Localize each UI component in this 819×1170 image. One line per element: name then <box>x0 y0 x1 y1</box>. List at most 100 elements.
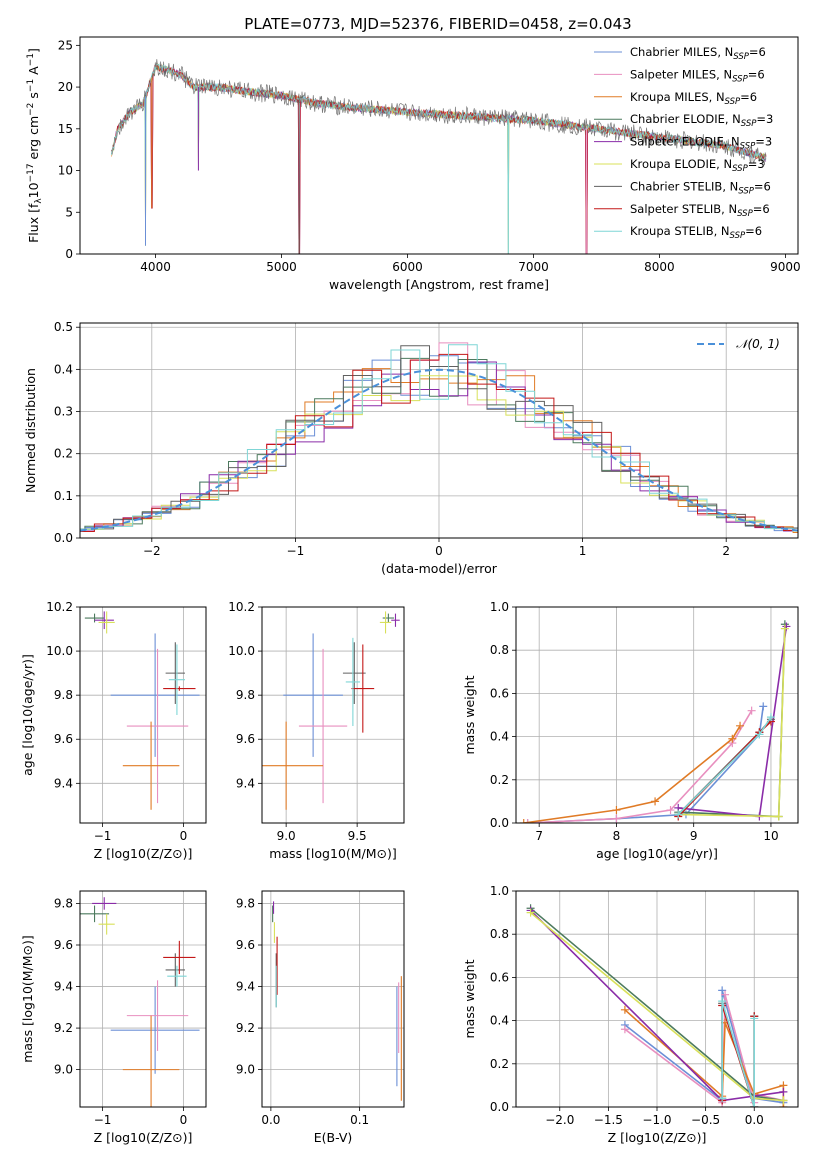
y-tick-label: 9.8 <box>54 688 73 702</box>
x-tick-label: 2 <box>722 544 730 558</box>
series-line-kroupa-stelib <box>721 1000 755 1107</box>
x-tick-label: 0.1 <box>350 1113 369 1127</box>
y-axis-label-part: −17 <box>26 163 36 182</box>
x-tick-label: −1.0 <box>642 1113 671 1127</box>
y-tick-label: 25 <box>58 38 73 52</box>
axes-frame <box>261 606 405 824</box>
y-tick-label: 5 <box>65 205 73 219</box>
y-tick-label: 9.6 <box>54 938 73 952</box>
legend-library: Salpeter MILES, N <box>630 67 732 81</box>
figure-title: PLATE=0773, MJD=52376, FIBERID=0458, z=0… <box>244 15 631 33</box>
y-tick-label: 0.2 <box>54 447 73 461</box>
x-tick-label: 1 <box>579 544 587 558</box>
y-axis-label-part: −1 <box>26 53 36 66</box>
data-point <box>779 1087 788 1096</box>
plot-area <box>272 901 402 1101</box>
y-axis-label: mass weight <box>462 959 477 1038</box>
legend-library: Kroupa STELIB, N <box>630 224 730 238</box>
y-tick-label: 0.1 <box>54 489 73 503</box>
data-point <box>718 1094 727 1103</box>
legend-entry: 𝒩(0, 1) <box>736 337 780 351</box>
model-spectrum-kroupa-stelib <box>111 62 767 254</box>
data-point <box>612 814 621 823</box>
x-tick-label: 10 <box>763 829 778 843</box>
x-tick-label: 9000 <box>770 260 801 274</box>
plot-area <box>526 904 788 1107</box>
legend-sub: SSP <box>740 142 756 152</box>
x-axis-label: age [log10(age/yr)] <box>596 846 718 861</box>
y-tick-label: 15 <box>58 122 73 136</box>
x-tick-label: 0 <box>180 829 188 843</box>
legend-sub: SSP <box>733 52 749 62</box>
spectrum-panel: 4000 5000 6000 7000 8000 9000 0 5 10 15 20 25 wavele… <box>26 36 801 292</box>
data-point <box>666 806 675 815</box>
legend-sub: SSP <box>732 74 748 84</box>
y-axis-label-part: −1 <box>26 79 36 92</box>
data-point <box>721 990 730 999</box>
y-tick-label: 0.3 <box>54 405 73 419</box>
y-tick-label: 9.0 <box>236 1063 255 1077</box>
legend-nssp: =3 <box>748 157 765 171</box>
x-axis-label: E(B-V) <box>314 1130 353 1145</box>
y-axis-label: age [log10(age/yr)] <box>20 654 35 776</box>
legend-nssp: =3 <box>755 135 772 149</box>
legend-entry: Chabrier MILES, NSSP=6 <box>630 45 766 62</box>
x-axis-label: Z [log10(Z/Z⊙)] <box>94 846 193 861</box>
x-tick-label: 0 <box>435 544 443 558</box>
y-tick-label: 0.4 <box>490 730 509 744</box>
y-axis-label-part: erg cm <box>26 116 41 164</box>
y-tick-label: 9.2 <box>54 1021 73 1035</box>
y-axis-label: Flux [fλ10−17 erg cm−2 s−1 A−1] <box>26 48 44 243</box>
y-tick-label: 0.0 <box>490 1100 509 1114</box>
y-tick-label: 0.5 <box>54 320 73 334</box>
mass-vs-metallicity-panel: −1 0 9.0 9.2 9.4 9.6 9.8 Z [log10(Z/Z⊙)] mass [l… <box>20 890 207 1145</box>
legend-sub: SSP <box>738 186 754 196</box>
data-point <box>780 624 789 633</box>
x-tick-label: 0 <box>180 1113 188 1127</box>
series-line-salpeter-miles <box>527 710 753 823</box>
legend-entry: Kroupa STELIB, NSSP=6 <box>630 224 762 241</box>
legend-entry: Chabrier STELIB, NSSP=6 <box>630 179 771 196</box>
y-tick-label: 10.2 <box>228 600 255 614</box>
data-point <box>523 819 532 823</box>
plot-area <box>262 611 400 810</box>
y-tick-label: 0.6 <box>490 970 509 984</box>
axes-frame <box>261 890 405 1108</box>
data-point <box>519 819 528 823</box>
plot-area <box>519 620 791 823</box>
axes-frame <box>515 606 799 824</box>
data-point <box>526 908 535 917</box>
y-tick-label: 0.8 <box>490 927 509 941</box>
legend-sub: SSP <box>725 97 741 107</box>
y-tick-label: 0.2 <box>490 1057 509 1071</box>
legend-entry: Salpeter STELIB, NSSP=6 <box>630 202 770 219</box>
massweight-vs-metallicity-panel: −2.0 −1.5 −1.0 −0.5 0.0 0.0 0.2 0.4 0.6 0.8 1.0 Z [… <box>462 884 799 1145</box>
legend-entry: Kroupa MILES, NSSP=6 <box>630 90 757 107</box>
legend-nssp: =6 <box>740 90 757 104</box>
x-tick-label: 4000 <box>140 260 171 274</box>
y-tick-label: 0.6 <box>490 686 509 700</box>
y-axis-label-part: 10 <box>26 182 41 198</box>
y-tick-label: 1.0 <box>490 884 509 898</box>
legend-nssp: =6 <box>753 202 770 216</box>
y-tick-label: 20 <box>58 80 73 94</box>
y-tick-label: 9.8 <box>54 896 73 910</box>
histogram-salpeter-elodie <box>80 361 798 532</box>
x-tick-label: −0.5 <box>691 1113 720 1127</box>
y-tick-label: 9.4 <box>236 776 255 790</box>
x-axis-label: Z [log10(Z/Z⊙)] <box>608 1130 707 1145</box>
data-point <box>728 734 737 743</box>
y-tick-label: 0.2 <box>490 773 509 787</box>
y-axis-label: mass weight <box>462 675 477 754</box>
x-axis-label: Z [log10(Z/Z⊙)] <box>94 1130 193 1145</box>
axes-frame <box>515 890 799 1108</box>
y-axis-label: mass [log10(M/M⊙)] <box>20 935 35 1063</box>
histogram-chabrier-miles <box>80 355 798 532</box>
y-tick-label: 9.4 <box>54 776 73 790</box>
y-tick-label: 9.6 <box>236 732 255 746</box>
legend-library: Chabrier MILES, N <box>630 45 733 59</box>
y-tick-label: 0.0 <box>54 531 73 545</box>
legend-entry: Chabrier ELODIE, NSSP=3 <box>630 112 773 129</box>
data-point <box>718 986 727 995</box>
